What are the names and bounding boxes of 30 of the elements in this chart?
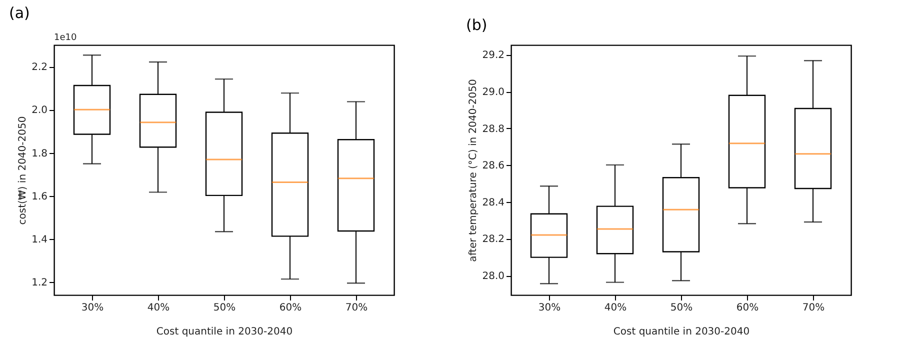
y-tick-label: 2.0 xyxy=(32,105,48,116)
y-tick-label: 1.6 xyxy=(32,191,48,202)
x-tick-label: 50% xyxy=(213,302,236,314)
x-tick-label: 40% xyxy=(147,302,170,314)
y-tick-label: 28.8 xyxy=(482,124,504,135)
y-axis-title: cost(₩) in 2040-2050 xyxy=(18,116,29,225)
x-axis-title: Cost quantile in 2030-2040 xyxy=(156,326,293,338)
y-tick-label: 29.0 xyxy=(482,87,504,98)
y-tick-label: 28.0 xyxy=(482,271,504,282)
y-tick-label: 28.6 xyxy=(482,160,504,172)
y-tick-label: 2.2 xyxy=(32,62,48,74)
x-tick-label: 60% xyxy=(279,302,302,314)
chart-title: (b) xyxy=(466,16,488,34)
y-axis-title: after temperature (°C) in 2040-2050 xyxy=(468,79,480,262)
y-tick-label: 28.2 xyxy=(482,234,504,246)
x-tick-label: 30% xyxy=(81,302,104,314)
y-tick-label: 1.4 xyxy=(32,234,48,246)
x-tick-label: 50% xyxy=(670,302,693,314)
x-tick-label: 30% xyxy=(538,302,561,314)
x-tick-label: 60% xyxy=(736,302,759,314)
y-tick-label: 29.2 xyxy=(482,50,504,62)
x-tick-label: 40% xyxy=(604,302,627,314)
y-tick-label: 28.4 xyxy=(482,197,504,208)
x-tick-label: 70% xyxy=(345,302,368,314)
y-tick-label: 1.8 xyxy=(32,148,48,160)
chart-title: (a) xyxy=(9,4,30,22)
text: 1e10 xyxy=(54,33,77,43)
x-tick-label: 70% xyxy=(802,302,825,314)
x-axis-title: Cost quantile in 2030-2040 xyxy=(613,326,750,338)
y-tick-label: 1.2 xyxy=(32,278,48,289)
